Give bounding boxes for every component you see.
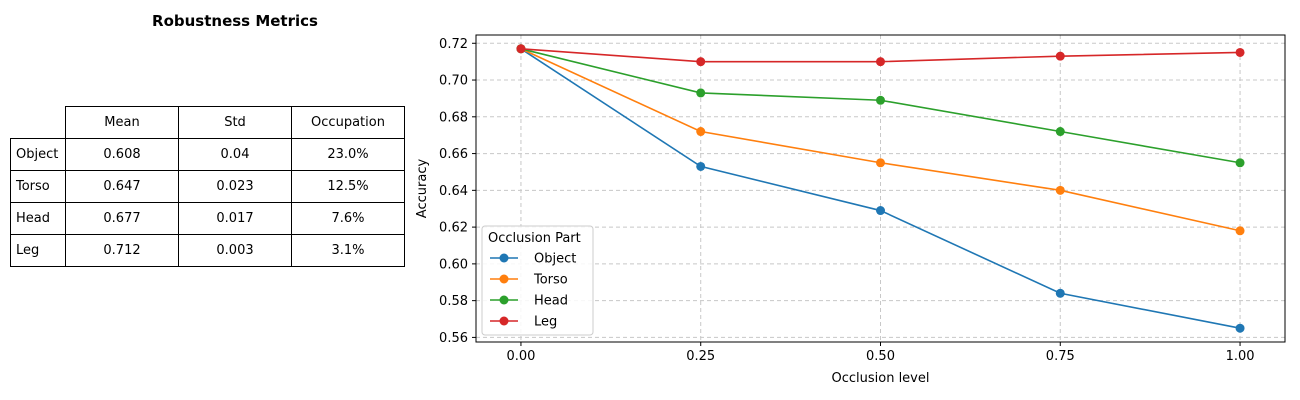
y-tick-label: 0.58 (439, 294, 468, 309)
legend-box (481, 225, 594, 336)
data-point (1055, 127, 1065, 137)
grid-lines (476, 35, 1285, 342)
legend-marker (499, 274, 509, 284)
x-tick-label: 0.75 (1046, 349, 1075, 364)
legend: Occlusion Part Object Torso Head Leg (481, 225, 594, 336)
y-tick-label: 0.68 (439, 110, 468, 125)
legend-label: Head (534, 294, 568, 309)
y-tick-label: 0.72 (439, 37, 468, 52)
legend-title: Occlusion Part (488, 231, 581, 246)
row-label: Leg (10, 234, 66, 267)
column-header-mean: Mean (65, 106, 179, 139)
occupation-cell: 12.5% (291, 170, 405, 203)
y-axis-label: Accuracy (415, 159, 430, 219)
data-point (876, 158, 885, 168)
data-point (876, 95, 885, 105)
legend-marker (499, 253, 509, 263)
std-cell: 0.003 (178, 234, 292, 267)
legend-item: Torso (490, 273, 568, 288)
mean-cell: 0.677 (65, 202, 179, 235)
series-object (516, 44, 1245, 333)
y-tick-label: 0.64 (439, 184, 468, 199)
x-tick-label: 0.50 (866, 349, 895, 364)
data-point (696, 161, 706, 171)
x-tick-label: 0.00 (506, 349, 535, 364)
x-tick-label: 1.00 (1226, 349, 1255, 364)
data-point (1235, 47, 1245, 57)
series-torso (516, 44, 1245, 236)
table-title: Robustness Metrics (152, 12, 318, 30)
data-point (1235, 158, 1245, 168)
data-point (1235, 323, 1245, 333)
data-point (1055, 51, 1065, 61)
table-row: Object 0.608 0.04 23.0% (10, 138, 405, 171)
data-point (876, 206, 885, 216)
y-tick-label: 0.60 (439, 257, 468, 272)
axes: 0.00 0.25 0.50 0.75 1.00 0.56 0.58 0.60 0.62 0.64… (439, 37, 1254, 364)
data-point (516, 44, 526, 54)
robustness-metrics-table: Mean Std Occupation Object 0.608 0.04 23… (10, 106, 405, 267)
data-point (696, 57, 706, 67)
legend-item: Leg (490, 315, 557, 330)
x-axis-label: Occlusion level (831, 371, 929, 386)
row-label: Object (10, 138, 66, 171)
data-point (1055, 185, 1065, 195)
legend-marker (499, 316, 509, 326)
data-point (696, 127, 706, 137)
table-row: Leg 0.712 0.003 3.1% (10, 234, 405, 267)
data-point (1235, 226, 1245, 236)
legend-label: Leg (534, 315, 557, 330)
occupation-cell: 7.6% (291, 202, 405, 235)
legend-item: Head (490, 294, 568, 309)
legend-label: Torso (533, 273, 568, 288)
mean-cell: 0.712 (65, 234, 179, 267)
occupation-cell: 3.1% (291, 234, 405, 267)
legend-label: Object (534, 252, 576, 267)
y-tick-label: 0.56 (439, 331, 468, 346)
data-point (696, 88, 706, 98)
y-tick-label: 0.66 (439, 147, 468, 162)
table-header-row: Mean Std Occupation (10, 106, 405, 139)
series-leg (516, 44, 1245, 67)
x-tick-label: 0.25 (686, 349, 715, 364)
series-line (520, 48, 1241, 329)
data-point (876, 57, 885, 67)
occupation-cell: 23.0% (291, 138, 405, 171)
legend-item: Object (490, 252, 576, 267)
y-tick-label: 0.62 (439, 221, 468, 236)
std-cell: 0.04 (178, 138, 292, 171)
y-tick-label: 0.70 (439, 74, 468, 89)
legend-marker (499, 295, 509, 305)
data-point (1055, 288, 1065, 298)
column-header-std: Std (178, 106, 292, 139)
mean-cell: 0.647 (65, 170, 179, 203)
row-label: Torso (10, 170, 66, 203)
series-layer (516, 44, 1245, 333)
